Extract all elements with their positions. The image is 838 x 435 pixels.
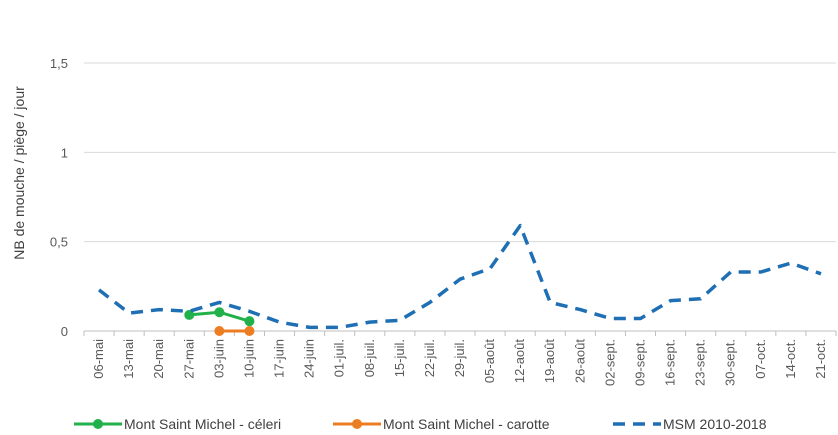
data-point xyxy=(214,326,225,336)
x-tick-label: 22-juil. xyxy=(422,339,437,377)
x-axis: 06-mai 13-mai 20-mai 27-mai 03-juin 10-juin 17… xyxy=(83,330,837,386)
x-tick-label: 03-juin xyxy=(211,339,226,378)
series-0 xyxy=(184,307,255,327)
data-point xyxy=(244,316,255,327)
legend-label: Mont Saint Michel - céleri xyxy=(124,416,282,432)
x-tick-label: 21-oct. xyxy=(813,339,828,379)
x-tick-label: 14-oct. xyxy=(783,339,798,379)
x-tick-label: 29-juil. xyxy=(452,339,467,377)
x-tick-label: 20-mai xyxy=(151,339,166,379)
x-tick-label: 07-oct. xyxy=(753,339,768,379)
y-tick-label: 0 xyxy=(61,324,68,339)
legend: Mont Saint Michel - céleri Mont Saint Mic… xyxy=(0,414,838,434)
y-tick-label: 1 xyxy=(61,145,68,160)
legend-label: Mont Saint Michel - carotte xyxy=(383,416,550,432)
gridlines xyxy=(84,62,836,243)
x-tick-label: 26-août xyxy=(572,339,587,383)
x-tick-label: 24-juin xyxy=(302,339,317,378)
x-tick-label: 27-mai xyxy=(181,339,196,379)
x-tick-label: 16-sept. xyxy=(663,339,678,386)
legend-item: MSM 2010-2018 xyxy=(611,414,767,434)
legend-label: MSM 2010-2018 xyxy=(663,416,767,432)
series-layer xyxy=(97,223,822,336)
x-tick-label: 09-sept. xyxy=(632,339,647,386)
x-tick-label: 08-juil. xyxy=(362,339,377,377)
y-axis-ticks: 0 0,5 1 1,5 xyxy=(50,56,68,339)
x-tick-label: 01-juil. xyxy=(332,339,347,377)
series-line xyxy=(97,223,822,330)
legend-swatch xyxy=(613,422,661,426)
legend-item: Mont Saint Michel - céleri xyxy=(72,414,281,434)
x-tick-label: 23-sept. xyxy=(693,339,708,386)
x-tick-label: 30-sept. xyxy=(723,339,738,386)
x-tick-label: 15-juil. xyxy=(392,339,407,377)
legend-item: Mont Saint Michel - carotte xyxy=(331,414,550,434)
data-point xyxy=(214,307,225,318)
x-tick-label: 02-sept. xyxy=(602,339,617,386)
x-tick-label: 17-juin xyxy=(272,339,287,378)
y-tick-label: 0,5 xyxy=(50,235,68,250)
x-tick-label: 10-juin xyxy=(241,339,256,378)
x-tick-label: 19-août xyxy=(542,339,557,383)
x-tick-label: 05-août xyxy=(482,339,497,383)
legend-swatch xyxy=(333,419,381,429)
x-tick-label: 12-août xyxy=(512,339,527,383)
legend-swatch xyxy=(74,419,122,429)
x-tick-label: 13-mai xyxy=(121,339,136,379)
data-point xyxy=(244,326,255,336)
series-2 xyxy=(97,223,822,330)
y-tick-label: 1,5 xyxy=(50,56,68,71)
x-tick-label: 06-mai xyxy=(91,339,106,379)
line-chart: 06-mai 13-mai 20-mai 27-mai 03-juin 10-juin 17… xyxy=(11,56,837,386)
data-point xyxy=(184,309,195,320)
y-axis-label: NB de mouche / piège / jour xyxy=(11,86,27,260)
series-1 xyxy=(214,326,255,336)
